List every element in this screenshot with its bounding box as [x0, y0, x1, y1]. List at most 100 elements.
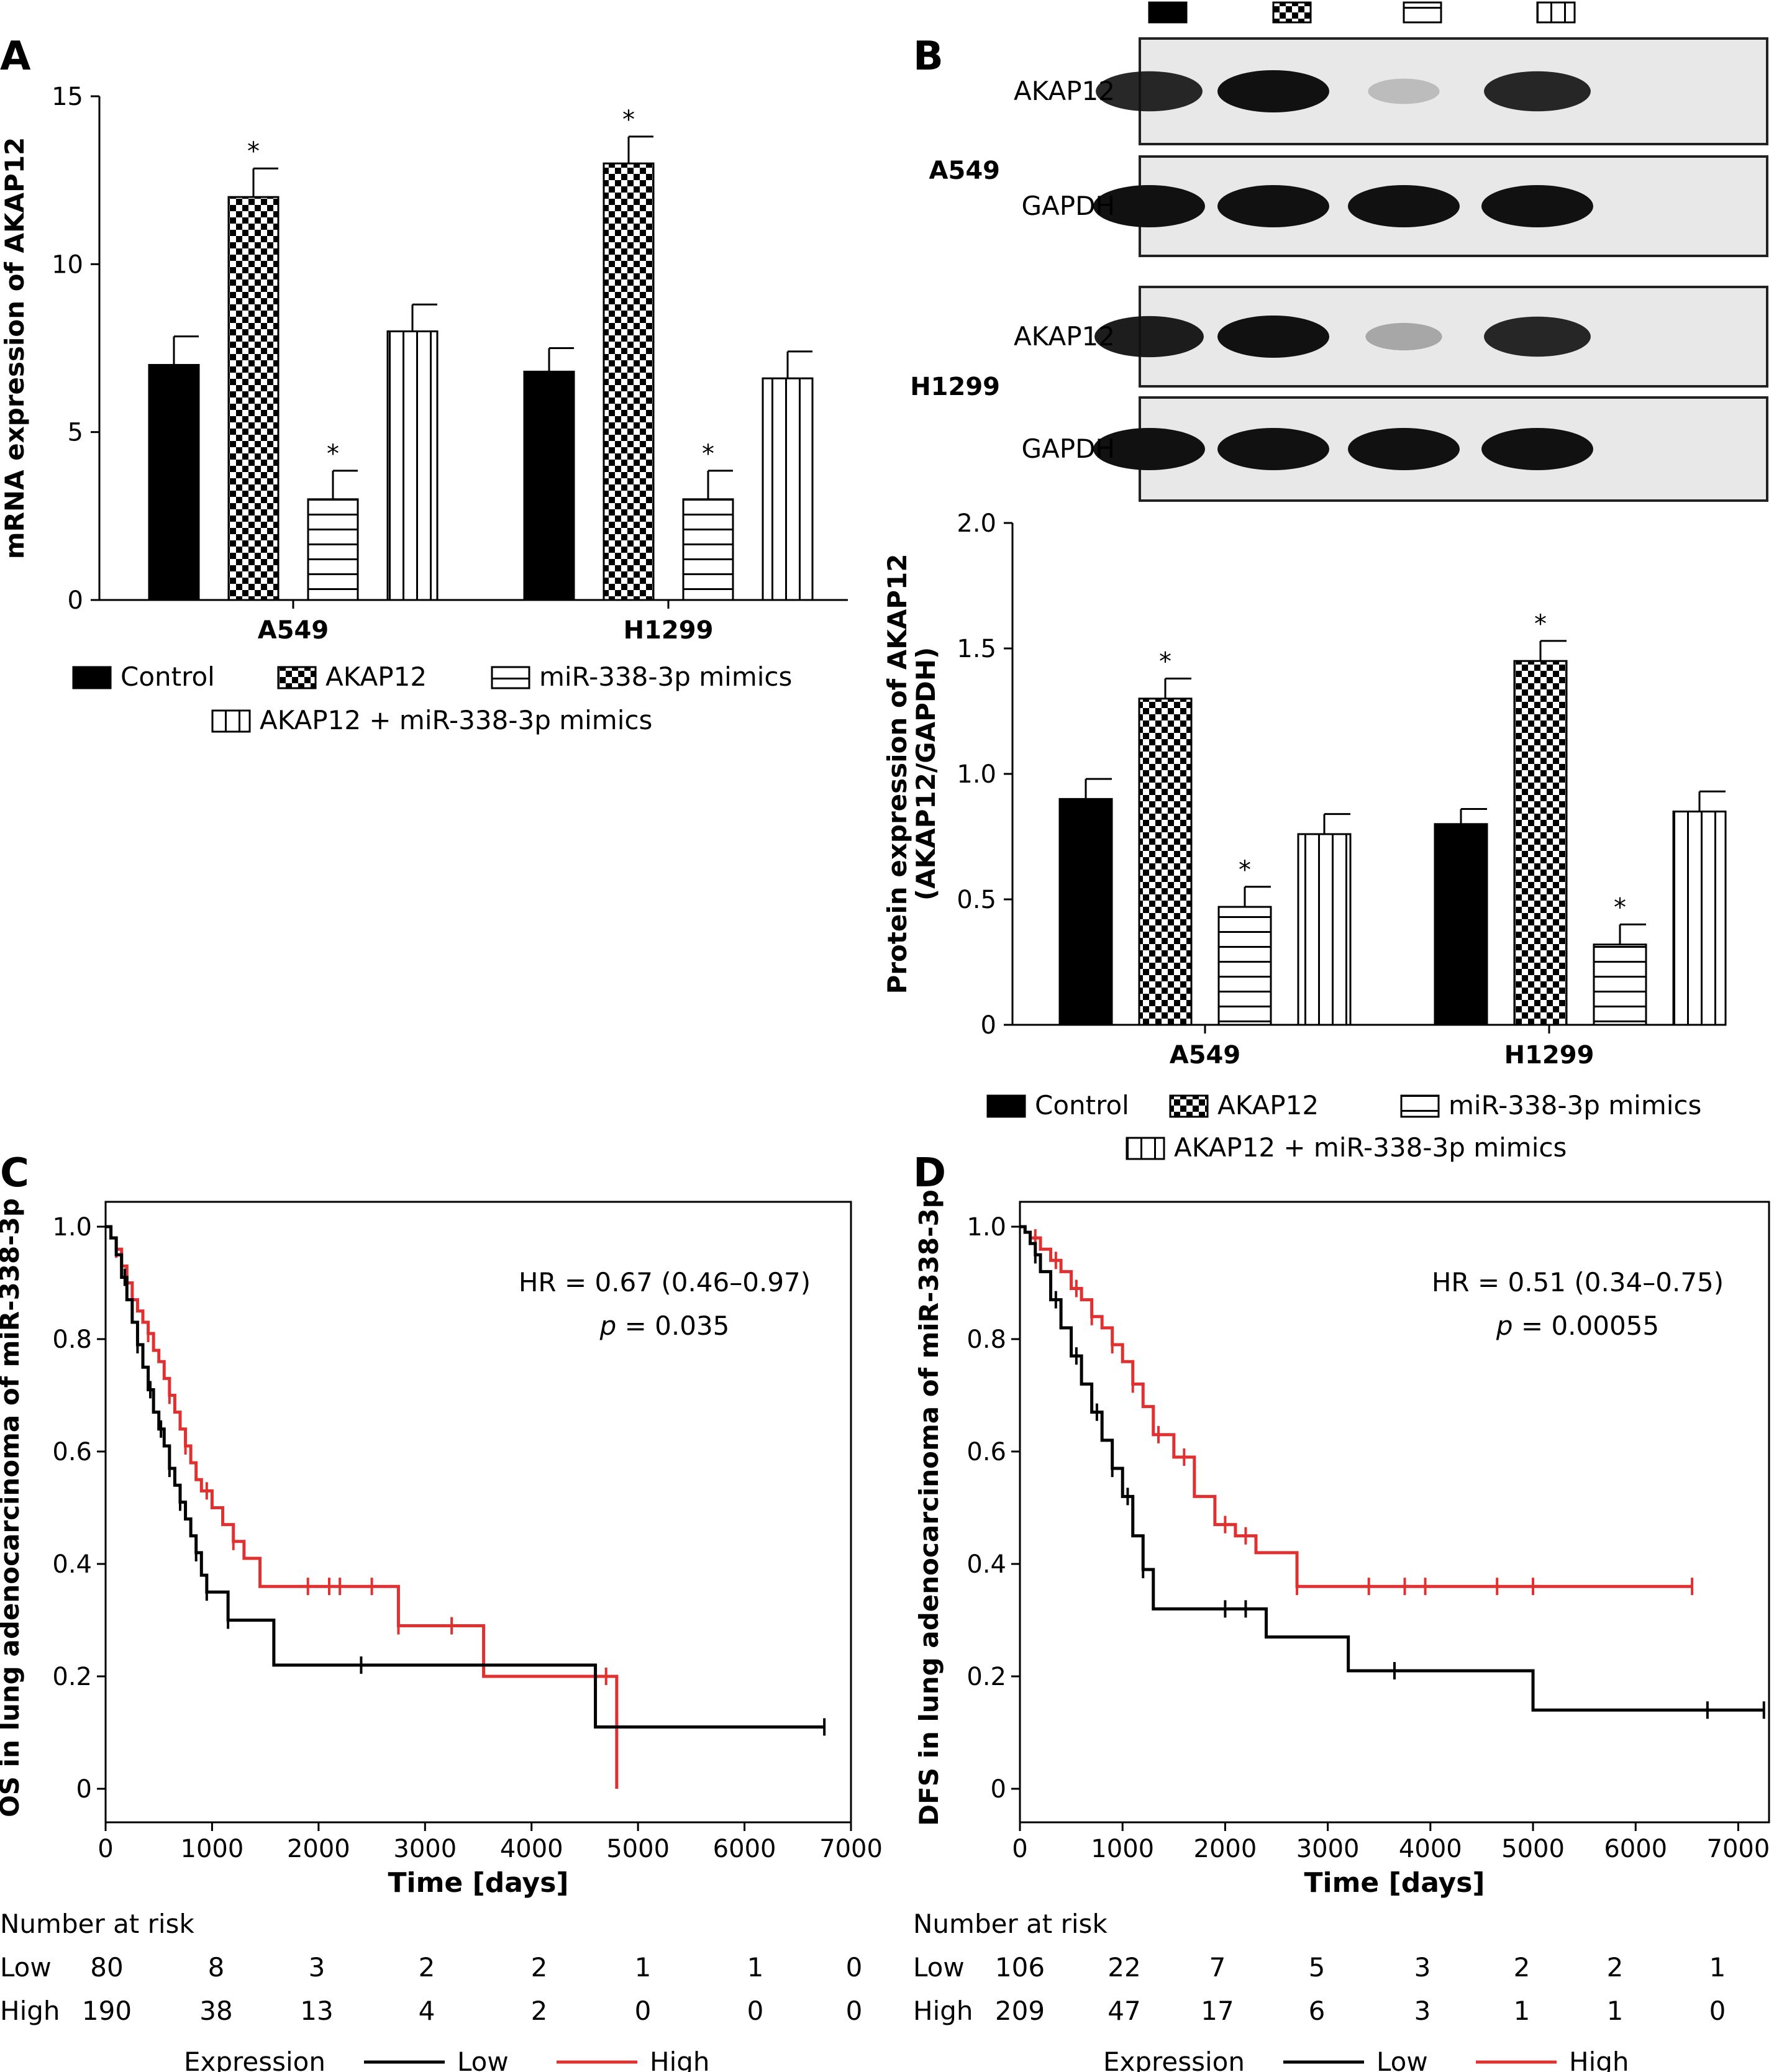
blot-band	[1093, 185, 1205, 227]
y-tick-label: 0	[76, 1775, 92, 1804]
legend-label: AKAP12 + miR-338-3p mimics	[260, 705, 652, 735]
x-tick-label: H1299	[624, 616, 714, 645]
risk-row-label: High	[0, 1996, 60, 2026]
p-symbol: p	[1496, 1311, 1513, 1341]
significance-mark: *	[1159, 647, 1171, 676]
km-curve-high	[106, 1225, 619, 1789]
risk-value: 0	[747, 1996, 764, 2026]
x-tick-label: A549	[258, 616, 329, 645]
blot-row-label: GAPDH	[1021, 434, 1115, 464]
panel-label-a: A	[0, 34, 31, 80]
risk-value: 38	[199, 1996, 232, 2026]
panel-label-c: C	[0, 1150, 29, 1196]
legend-protein: Control AKAP12 miR-338-3p mimics AKAP12 + m…	[986, 1090, 1701, 1163]
risk-value: 13	[300, 1996, 333, 2026]
y-tick-label: 0.4	[967, 1550, 1006, 1579]
blot-row-label: GAPDH	[1021, 191, 1115, 221]
risk-value: 1	[1709, 1952, 1726, 1983]
blot-band	[1217, 428, 1329, 470]
bar	[523, 370, 575, 601]
x-axis-label: Time [days]	[1304, 1867, 1485, 1899]
y-axis-label: mRNA expression of AKAP12	[0, 137, 30, 560]
risk-value: 22	[1108, 1952, 1140, 1983]
line-legend-low-label: Low	[457, 2047, 509, 2072]
y-tick-label: 1.0	[967, 1213, 1006, 1242]
legend-label: AKAP12	[325, 661, 427, 692]
lane-marker	[1536, 1, 1576, 24]
y-tick-label: 0	[981, 1011, 996, 1040]
bar	[1513, 660, 1568, 1026]
legend-swatch	[277, 666, 317, 689]
panel-label-b: B	[913, 34, 944, 80]
bar	[1297, 833, 1352, 1026]
legend-swatch	[986, 1094, 1026, 1118]
risk-value: 17	[1201, 1996, 1234, 2026]
significance-mark: *	[702, 440, 714, 468]
x-tick-label: 7000	[1707, 1835, 1770, 1863]
significance-mark: *	[622, 106, 635, 134]
line-legend-high-label: High	[1569, 2047, 1629, 2072]
risk-value: 2	[1607, 1952, 1624, 1983]
x-axis-label: Time [days]	[388, 1867, 568, 1899]
hazard-ratio: HR = 0.67 (0.46–0.97)	[519, 1267, 811, 1297]
risk-value: 7	[1209, 1952, 1226, 1983]
x-tick-label: 4000	[500, 1835, 563, 1863]
x-tick-label: 1000	[1091, 1835, 1154, 1863]
y-tick-label: 15	[52, 83, 83, 111]
blot-row-label: AKAP12	[1014, 321, 1115, 352]
legend-label: Control	[121, 661, 215, 692]
risk-value: 3	[1414, 1952, 1431, 1983]
x-tick-label: A549	[1170, 1041, 1240, 1070]
y-tick-label: 1.0	[957, 760, 996, 789]
legend-swatch	[72, 666, 112, 689]
x-tick-label: 6000	[713, 1835, 776, 1863]
risk-value: 0	[635, 1996, 652, 2026]
risk-value: 4	[419, 1996, 435, 2026]
legend-label: AKAP12	[1217, 1090, 1319, 1120]
risk-value: 190	[82, 1996, 132, 2026]
line-legend-high-label: High	[650, 2047, 710, 2072]
bar	[1217, 906, 1272, 1026]
risk-value: 80	[90, 1952, 123, 1983]
bar	[603, 162, 655, 601]
risk-table-title: Number at risk	[913, 1909, 1108, 1939]
risk-value: 106	[995, 1952, 1045, 1983]
km-plot-dfs: 0 1000 2000 3000 4000 5000 6000 7000 0 0.2 0.4 0.6 0…	[914, 1189, 1770, 1899]
blot-band	[1484, 316, 1591, 357]
x-tick-label: H1299	[1504, 1041, 1594, 1070]
risk-row-label: Low	[0, 1952, 52, 1983]
western-blot: AKAP12 GAPDH A549 AKAP12 GAPDH H1299	[910, 1, 1768, 502]
bar	[1672, 811, 1727, 1026]
y-tick-label: 0.8	[52, 1325, 92, 1354]
bar	[762, 377, 814, 601]
line-legend-low-label: Low	[1376, 2047, 1428, 2072]
x-tick-label: 2000	[1194, 1835, 1257, 1863]
y-tick-label: 10	[52, 250, 83, 279]
risk-value: 0	[846, 1952, 863, 1983]
y-axis-label: DFS in lung adenocarcinoma of miR-338-3p	[914, 1189, 944, 1826]
legend-swatch	[1126, 1137, 1165, 1160]
x-tick-label: 1000	[181, 1835, 244, 1863]
x-tick-label: 3000	[1296, 1835, 1360, 1863]
y-tick-label: 1.5	[957, 635, 996, 663]
blot-band	[1368, 78, 1440, 104]
blot-band	[1096, 71, 1203, 112]
plot-frame	[104, 1201, 852, 1824]
blot-band	[1217, 316, 1329, 358]
significance-mark: *	[1534, 610, 1547, 638]
blot-band	[1484, 71, 1591, 112]
blot-band	[1217, 70, 1329, 112]
blot-band	[1365, 322, 1442, 351]
risk-table-os: Number at risk Low 80 8 3 2 2 1 1 0 High 190 38 13 4 2 0…	[0, 1909, 862, 2072]
y-tick-label: 5	[68, 419, 83, 447]
y-tick-label: 2.0	[957, 509, 996, 538]
p-symbol: p	[599, 1311, 617, 1341]
significance-mark: *	[327, 440, 339, 468]
risk-value: 3	[1414, 1996, 1431, 2026]
blot-row-label: AKAP12	[1014, 76, 1115, 106]
hazard-ratio: HR = 0.51 (0.34–0.75)	[1432, 1267, 1724, 1297]
y-tick-label: 0.5	[957, 886, 996, 914]
bar	[1593, 943, 1647, 1026]
bar	[386, 330, 439, 601]
